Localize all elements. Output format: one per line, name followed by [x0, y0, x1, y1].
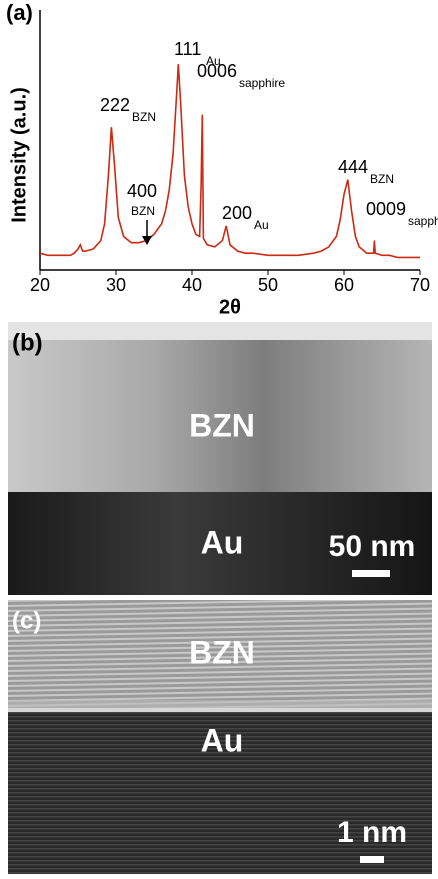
- panel-label: (a): [6, 0, 33, 25]
- x-tick-label: 30: [106, 275, 126, 295]
- scale-bar-label: 50 nm: [329, 530, 416, 563]
- peak-label-sub: sapphire: [408, 214, 438, 228]
- peak-label: 400: [127, 181, 157, 201]
- x-tick-label: 70: [410, 275, 430, 295]
- x-tick-label: 20: [30, 275, 50, 295]
- peak-label: 111: [174, 39, 201, 59]
- x-tick-label: 50: [258, 275, 278, 295]
- x-tick-label: 60: [334, 275, 354, 295]
- scale-bar: [360, 856, 384, 863]
- peak-label-sub: BZN: [131, 204, 155, 218]
- layer-label: Au: [201, 524, 244, 560]
- panel-label: (c): [12, 607, 41, 634]
- figure: (a)Intensity (a.u.)2030405060702θ222BZN1…: [0, 0, 438, 874]
- x-tick-label: 40: [182, 275, 202, 295]
- layer-label: BZN: [189, 634, 255, 670]
- peak-label-sub: sapphire: [239, 76, 285, 90]
- layer-label: Au: [201, 722, 244, 758]
- peak-label: 0009: [366, 199, 406, 219]
- y-axis-label: Intensity (a.u.): [8, 87, 30, 223]
- x-axis-label: 2θ: [219, 296, 241, 318]
- peak-label: 200: [222, 203, 252, 223]
- peak-label: 222: [100, 95, 130, 115]
- panel-label: (b): [12, 329, 43, 356]
- layer-label: BZN: [189, 407, 255, 443]
- peak-label-sub: Au: [254, 218, 269, 232]
- scale-bar: [352, 570, 390, 577]
- scale-bar-label: 1 nm: [337, 816, 407, 849]
- peak-label: 444: [338, 157, 368, 177]
- peak-label: 0006: [197, 61, 237, 81]
- peak-label-sub: BZN: [132, 110, 156, 124]
- arrow-head: [142, 236, 152, 245]
- peak-label-sub: BZN: [370, 172, 394, 186]
